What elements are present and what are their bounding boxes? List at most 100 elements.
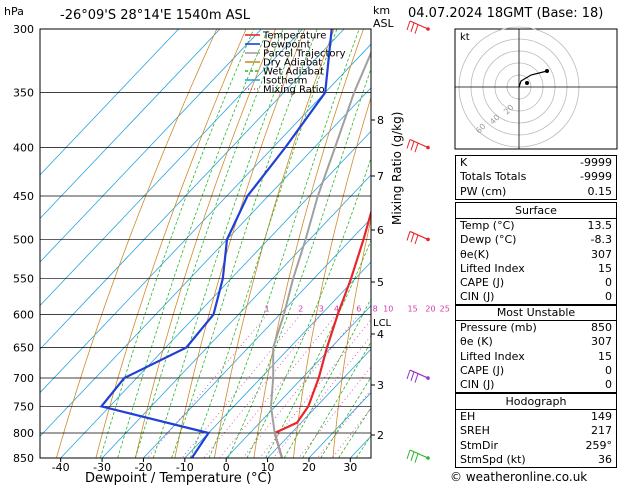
hodograph-stat-row-label: SREH xyxy=(460,424,490,438)
credit-text: © weatheronline.co.uk xyxy=(450,470,588,484)
index-row-value: -9999 xyxy=(580,156,612,169)
wet-adiabat-line xyxy=(246,157,371,458)
wet-adiabat-line xyxy=(189,29,338,458)
index-row-label: K xyxy=(460,156,468,169)
surface-row-value: 13.5 xyxy=(587,219,613,232)
most-unstable-panel: Most Unstable Pressure (mb) 850 θe (K) 307 L… xyxy=(455,304,617,394)
mixing-ratio-line xyxy=(181,314,301,458)
pressure-tick-label: 800 xyxy=(13,427,34,440)
mixing-ratio-label: 1 xyxy=(265,305,270,314)
isotherm-line xyxy=(40,29,262,263)
temperature-tick-label: -10 xyxy=(176,461,194,474)
wet-adiabat-line xyxy=(265,239,371,458)
km-tick-label: 6 xyxy=(377,224,384,237)
temperature-tick-label: 20 xyxy=(302,461,316,474)
wind-barb-station xyxy=(426,27,430,31)
mixing-ratio-label: 20 xyxy=(425,305,435,314)
surface-row-value: 307 xyxy=(591,247,612,261)
wind-barb-flag xyxy=(406,139,411,149)
legend-label: Temperature xyxy=(262,31,326,42)
dry-adiabat-line xyxy=(174,29,306,458)
wind-barb-flag xyxy=(406,231,411,241)
legend-label: Mixing Ratio xyxy=(263,85,325,96)
mixing-ratio-line xyxy=(203,314,322,458)
wet-adiabat-line xyxy=(134,29,284,458)
temperature-tick-label: -20 xyxy=(134,461,152,474)
isotherm-line xyxy=(101,174,371,458)
surface-row-label: CIN (J) xyxy=(460,290,495,304)
hodograph-panel: Hodograph EH 149 SREH 217 StmDir 259° StmSpd (… xyxy=(455,393,617,469)
isotherm-line xyxy=(267,348,371,458)
wind-barb xyxy=(409,20,429,30)
isotherm-line xyxy=(40,87,371,437)
index-row: Totals Totals -9999 xyxy=(456,170,616,184)
pressure-tick-label: 300 xyxy=(13,23,34,36)
surface-row: Lifted Index 15 xyxy=(456,262,616,276)
wind-barb-flag xyxy=(410,22,415,32)
surface-row: CAPE (J) 0 xyxy=(456,276,616,290)
asl-label: ASL xyxy=(373,17,394,30)
km-tick-label: 5 xyxy=(377,276,384,289)
wet-adiabat-line xyxy=(208,29,360,458)
pressure-tick-label: 400 xyxy=(13,142,34,155)
mixing-ratio-line xyxy=(316,389,371,458)
most-unstable-row: Pressure (mb) 850 xyxy=(456,321,616,335)
most-unstable-row-label: CIN (J) xyxy=(460,378,495,392)
most-unstable-row-label: Pressure (mb) xyxy=(460,321,537,334)
index-row-label: Totals Totals xyxy=(460,170,527,184)
pressure-tick-label: 350 xyxy=(13,86,34,99)
pressure-tick-label: 850 xyxy=(13,452,34,465)
mixing-ratio-label: 10 xyxy=(383,305,393,314)
pressure-tick-label: 600 xyxy=(13,309,34,322)
dry-adiabat-line xyxy=(253,29,364,458)
wet-adiabat-line xyxy=(227,67,371,458)
index-row-label: PW (cm) xyxy=(460,184,507,198)
km-tick-label: 4 xyxy=(377,328,384,341)
wind-barb-flag xyxy=(414,142,419,153)
pressure-tick-label: 550 xyxy=(13,273,34,286)
location-title: -26°09'S 28°14'E 1540m ASL xyxy=(60,8,251,23)
wet-adiabat-line xyxy=(338,407,371,458)
most-unstable-row-value: 850 xyxy=(591,321,612,334)
wet-adiabat-line xyxy=(171,29,318,458)
pressure-tick-label: 750 xyxy=(13,400,34,413)
most-unstable-row-value: 15 xyxy=(598,349,612,363)
most-unstable-row-value: 0 xyxy=(605,363,612,377)
hodograph-stat-row-value: 217 xyxy=(591,424,612,438)
hodograph-stat-row-label: StmSpd (kt) xyxy=(460,452,526,466)
surface-panel: Surface Temp (°C) 13.5 Dewp (°C) -8.3 θe(K) 3… xyxy=(455,202,617,306)
legend-label: Dry Adiabat xyxy=(263,58,322,69)
hodograph-stat-row: EH 149 xyxy=(456,410,616,424)
most-unstable-row-label: θe (K) xyxy=(460,335,493,349)
mixing-ratio-label: 15 xyxy=(408,305,418,314)
most-unstable-title: Most Unstable xyxy=(456,305,616,321)
isotherm-line xyxy=(184,261,371,458)
parcel-trajectory-series xyxy=(269,50,371,458)
isotherm-line xyxy=(60,130,371,458)
surface-row-label: Dewp (°C) xyxy=(460,233,517,247)
legend-label: Parcel Trajectory xyxy=(263,49,346,60)
x-axis-label: Dewpoint / Temperature (°C) xyxy=(85,471,272,486)
mixing-ratio-line xyxy=(242,314,360,458)
index-row: K -9999 xyxy=(456,156,616,170)
isotherm-line xyxy=(143,217,371,458)
pressure-tick-label: 450 xyxy=(13,190,34,203)
hodograph-stat-row-value: 149 xyxy=(591,410,612,423)
mixing-ratio-line xyxy=(298,366,371,458)
surface-row-value: 0 xyxy=(605,290,612,304)
legend-label: Dewpoint xyxy=(263,40,311,51)
wet-adiabat-line xyxy=(152,29,300,458)
surface-row: θe(K) 307 xyxy=(456,248,616,262)
km-tick-label: 7 xyxy=(377,170,384,183)
hodograph-stat-row-value: 36 xyxy=(598,452,612,466)
wind-barb-flag xyxy=(410,371,415,381)
most-unstable-row: CAPE (J) 0 xyxy=(456,364,616,378)
wind-barb xyxy=(409,230,429,240)
wind-barb-flag xyxy=(406,449,411,460)
wet-adiabat-line xyxy=(117,29,269,458)
wind-barb-flag xyxy=(414,453,419,463)
hodograph-storm-motion xyxy=(525,81,529,85)
most-unstable-row: Lifted Index 15 xyxy=(456,350,616,364)
hodograph-stat-row: StmSpd (kt) 36 xyxy=(456,453,616,467)
